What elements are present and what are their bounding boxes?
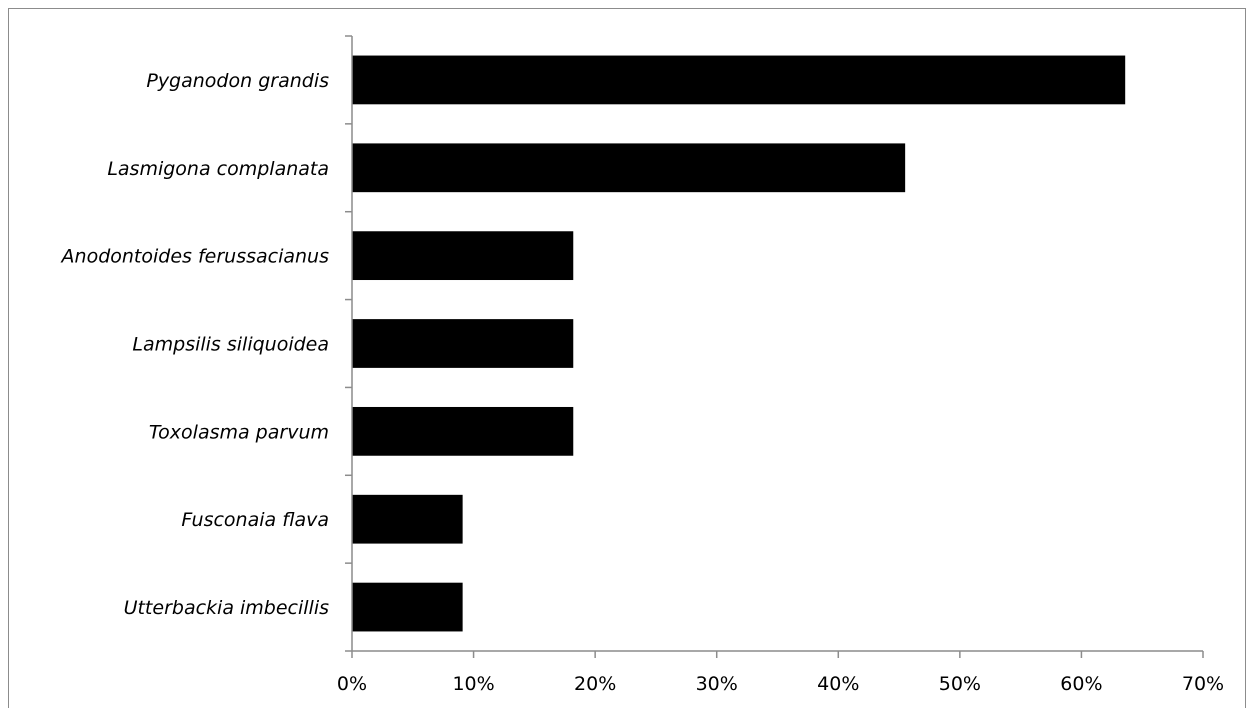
x-tick-label-30: 30% xyxy=(696,673,738,695)
x-tick-label-0: 0% xyxy=(337,673,367,695)
chart-frame xyxy=(8,8,1246,708)
bar-anodontoides-ferussacianus xyxy=(352,231,574,281)
x-tick-label-20: 20% xyxy=(574,673,616,695)
category-label-pyganodon-grandis: Pyganodon grandis xyxy=(146,70,329,92)
bar-toxolasma-parvum xyxy=(352,406,574,456)
category-label-lasmigona-complanata: Lasmigona complanata xyxy=(107,158,329,180)
x-tick-label-10: 10% xyxy=(452,673,494,695)
bar-utterbackia-imbecillis xyxy=(352,582,463,632)
bar-lasmigona-complanata xyxy=(352,143,906,193)
x-tick-label-60: 60% xyxy=(1060,673,1102,695)
x-tick-label-70: 70% xyxy=(1182,673,1224,695)
bar-lampsilis-siliquoidea xyxy=(352,319,574,368)
bar-fusconaia-flava xyxy=(352,494,463,544)
category-label-anodontoides-ferussacianus: Anodontoides ferussacianus xyxy=(60,246,330,268)
category-label-utterbackia-imbecillis: Utterbackia imbecillis xyxy=(124,597,330,619)
axes-layer xyxy=(345,35,1204,658)
x-tick-label-50: 50% xyxy=(939,673,981,695)
labels-layer: Pyganodon grandis Lasmigona complanata Ano… xyxy=(60,70,1225,695)
category-label-lampsilis-siliquoidea: Lampsilis siliquoidea xyxy=(132,334,329,356)
x-tick-label-40: 40% xyxy=(817,673,859,695)
category-label-fusconaia-flava: Fusconaia flava xyxy=(181,509,329,531)
bar-pyganodon-grandis xyxy=(352,55,1126,105)
bars-layer xyxy=(352,55,1126,632)
category-label-toxolasma-parvum: Toxolasma parvum xyxy=(149,421,329,443)
